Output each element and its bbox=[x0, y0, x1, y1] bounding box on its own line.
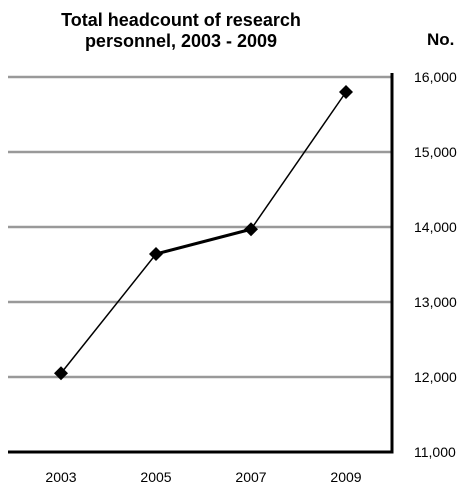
y-tick-label: 12,000 bbox=[414, 369, 457, 385]
series-line-segment bbox=[250, 91, 347, 230]
data-point-marker bbox=[54, 366, 68, 381]
data-point-marker bbox=[339, 85, 353, 99]
chart-title: Total headcount of research personnel, 2… bbox=[0, 10, 362, 52]
chart-title-line-1: Total headcount of research bbox=[61, 10, 301, 30]
chart-title-line-2: personnel, 2003 - 2009 bbox=[84, 31, 278, 51]
y-tick-label: 11,000 bbox=[414, 444, 456, 460]
series-line-segment bbox=[155, 227, 252, 256]
x-tick-label: 2003 bbox=[45, 469, 76, 485]
y-tick-label: 15,000 bbox=[414, 144, 457, 160]
y-tick-label: 13,000 bbox=[414, 294, 457, 310]
data-point-marker bbox=[244, 222, 258, 237]
x-tick-labels: 2003 2005 2007 2009 bbox=[45, 469, 361, 485]
x-tick-label: 2009 bbox=[330, 469, 361, 485]
axes bbox=[8, 73, 394, 454]
y-tick-label: 14,000 bbox=[414, 219, 457, 235]
data-series bbox=[54, 85, 353, 381]
x-tick-label: 2007 bbox=[235, 469, 266, 485]
data-point-marker bbox=[149, 247, 163, 261]
y-tick-labels: 16,000 15,000 14,000 13,000 12,000 11,000 bbox=[414, 69, 457, 460]
series-line-segment bbox=[60, 253, 157, 374]
y-axis-unit-label: No. bbox=[427, 30, 455, 49]
x-tick-label: 2005 bbox=[140, 469, 171, 485]
gridlines bbox=[8, 75, 392, 379]
y-tick-label: 16,000 bbox=[414, 69, 457, 85]
